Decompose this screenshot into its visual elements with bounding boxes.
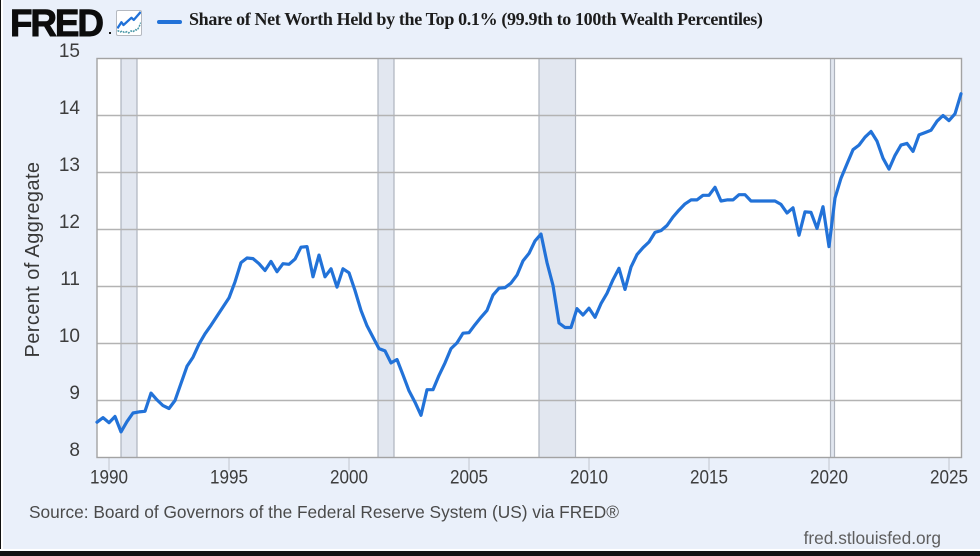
svg-text:12: 12: [59, 212, 80, 233]
svg-text:2015: 2015: [690, 468, 728, 489]
svg-text:11: 11: [60, 269, 80, 290]
svg-text:2025: 2025: [930, 468, 968, 489]
svg-text:8: 8: [69, 440, 80, 461]
svg-text:1990: 1990: [90, 468, 128, 489]
svg-text:2005: 2005: [450, 468, 488, 489]
svg-text:13: 13: [59, 155, 80, 176]
svg-text:10: 10: [59, 326, 80, 347]
svg-text:2000: 2000: [330, 468, 368, 489]
svg-text:9: 9: [69, 383, 80, 404]
svg-text:15: 15: [59, 41, 80, 62]
svg-text:2010: 2010: [570, 468, 608, 489]
svg-text:1995: 1995: [210, 468, 248, 489]
svg-text:2020: 2020: [810, 468, 848, 489]
svg-text:14: 14: [59, 98, 81, 119]
